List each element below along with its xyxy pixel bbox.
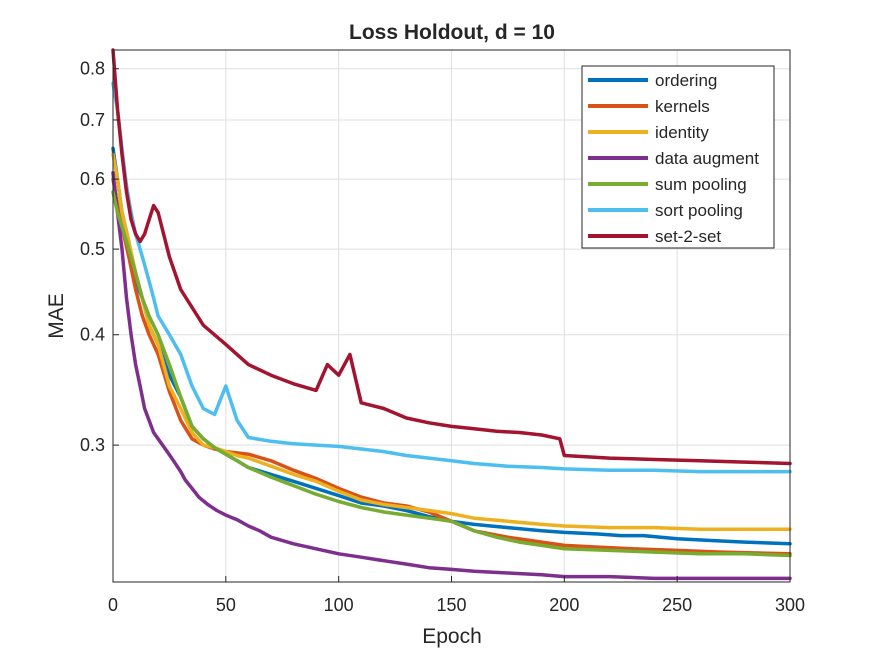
x-tick-label: 150 (436, 595, 466, 615)
x-axis-label: Epoch (422, 625, 482, 648)
legend-entry: set-2-set (655, 227, 721, 246)
y-axis-ticks: 0.3 0.4 0.5 0.6 0.7 0.8 (80, 59, 119, 455)
legend-entry: identity (655, 123, 709, 142)
y-tick-label: 0.8 (80, 59, 105, 79)
legend-entry: kernels (655, 97, 710, 116)
x-tick-label: 100 (324, 595, 354, 615)
y-tick-label: 0.6 (80, 169, 105, 189)
y-tick-label: 0.5 (80, 239, 105, 259)
legend-entry: sort pooling (655, 201, 743, 220)
series-line-set-2-set (111, 48, 792, 466)
series-line-data-augment (111, 171, 792, 581)
series-line-kernels (111, 177, 792, 556)
chart-title: Loss Holdout, d = 10 (349, 21, 555, 44)
series-line-sort-pooling (111, 81, 792, 474)
x-tick-label: 0 (108, 595, 118, 615)
series-lines (111, 48, 792, 581)
legend-entry: data augment (655, 149, 759, 168)
x-tick-label: 300 (775, 595, 805, 615)
y-tick-label: 0.7 (80, 110, 105, 130)
x-axis-ticks: 0 50 100 150 200 250 300 (108, 576, 805, 615)
y-tick-label: 0.4 (80, 325, 105, 345)
x-tick-label: 50 (216, 595, 236, 615)
y-axis-label: MAE (45, 293, 68, 339)
x-tick-label: 250 (662, 595, 692, 615)
legend-entry: sum pooling (655, 175, 747, 194)
y-tick-label: 0.3 (80, 435, 105, 455)
series-line-sum-pooling (111, 190, 792, 558)
legend: ordering kernels identity data augment sum p… (581, 65, 775, 249)
x-tick-label: 200 (549, 595, 579, 615)
legend-entry: ordering (655, 71, 717, 90)
